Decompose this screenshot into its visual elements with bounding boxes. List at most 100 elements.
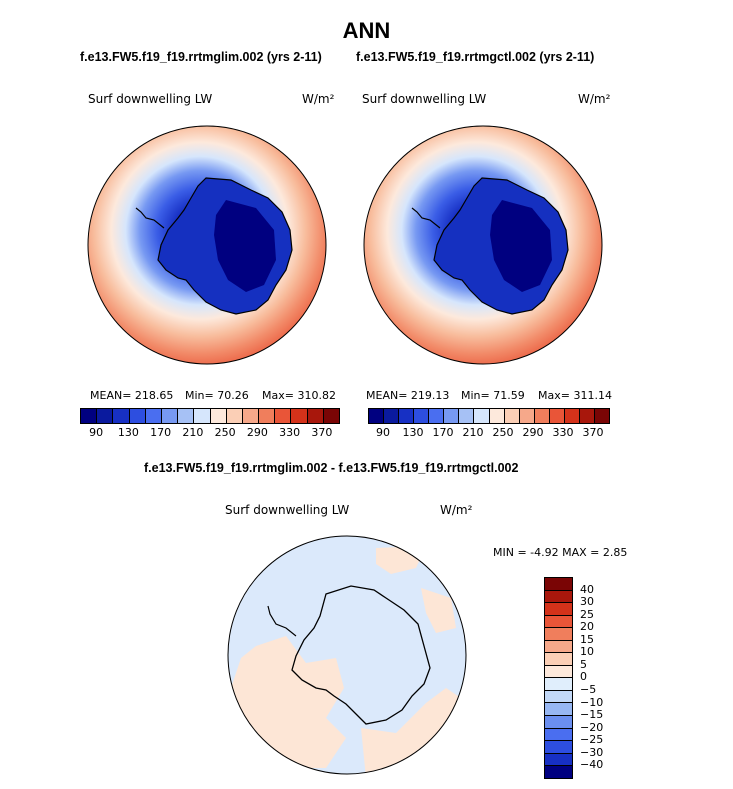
- diff-colorbar-swatch: [545, 590, 572, 604]
- diff-minmax: MIN = -4.92 MAX = 2.85: [493, 546, 628, 559]
- diff-colorbar-tick-label: 40: [580, 582, 594, 596]
- colorbar-swatch: [81, 409, 98, 423]
- colorbar-swatch: [444, 409, 460, 423]
- colorbar-swatch: [259, 409, 276, 423]
- diff-colorbar-tick-label: −30: [580, 745, 604, 759]
- diff-colorbar-swatch: [545, 628, 572, 641]
- diff-units: W/m²: [440, 503, 473, 517]
- colorbar-swatch: [519, 409, 535, 423]
- panel-2-colorbar-ticks: 90 130 170 210 250 290 330 370: [368, 426, 608, 440]
- colorbar-tick-label: 250: [492, 426, 514, 439]
- colorbar-swatch: [194, 409, 211, 423]
- colorbar-tick-label: 370: [311, 426, 333, 439]
- colorbar-tick-label: 250: [214, 426, 236, 439]
- diff-colorbar-tick-label: −15: [580, 708, 604, 722]
- diff-positive-region: [421, 588, 456, 633]
- diff-antarctica-outline: [291, 585, 431, 725]
- colorbar-tick-label: 330: [552, 426, 574, 439]
- colorbar-tick-label: 330: [279, 426, 301, 439]
- colorbar-tick-label: 130: [117, 426, 139, 439]
- panel-1-colorbar: [80, 408, 340, 424]
- panel-1-map: [87, 125, 327, 365]
- diff-colorbar-swatch: [545, 640, 572, 654]
- colorbar-tick-label: 210: [182, 426, 204, 439]
- diff-colorbar-tick-label: 15: [580, 632, 594, 646]
- diff-colorbar-swatch: [545, 716, 572, 729]
- panel-2-case-title: f.e13.FW5.f19_f19.rrtmgctl.002 (yrs 2-11…: [356, 50, 595, 64]
- diff-colorbar-swatch: [545, 603, 572, 616]
- colorbar-swatch: [594, 409, 609, 423]
- panel-1-colorbar-ticks: 90 130 170 210 250 290 330 370: [80, 426, 338, 440]
- panel-2-units: W/m²: [578, 92, 611, 106]
- diff-colorbar-tick-label: −20: [580, 720, 604, 734]
- colorbar-swatch: [429, 409, 445, 423]
- colorbar-swatch: [489, 409, 505, 423]
- panel-1-variable: Surf downwelling LW: [88, 92, 213, 106]
- diff-case-title: f.e13.FW5.f19_f19.rrtmglim.002 - f.e13.F…: [144, 461, 519, 475]
- colorbar-swatch: [275, 409, 292, 423]
- panel-1-peninsula: [135, 207, 165, 229]
- diff-map: [227, 535, 467, 775]
- panel-2-max: Max= 311.14: [538, 389, 612, 402]
- colorbar-swatch: [323, 409, 339, 423]
- diff-colorbar-swatch: [545, 703, 572, 717]
- colorbar-swatch: [564, 409, 580, 423]
- colorbar-swatch: [369, 409, 385, 423]
- colorbar-swatch: [504, 409, 520, 423]
- colorbar-swatch: [474, 409, 490, 423]
- colorbar-tick-label: 290: [246, 426, 268, 439]
- colorbar-swatch: [579, 409, 595, 423]
- diff-colorbar-tick-label: 5: [580, 657, 587, 671]
- colorbar-swatch: [145, 409, 162, 423]
- colorbar-swatch: [549, 409, 565, 423]
- colorbar-swatch: [97, 409, 114, 423]
- diff-colorbar-swatch: [545, 653, 572, 666]
- diff-colorbar-tick-label: 10: [580, 645, 594, 659]
- panel-2-plateau: [490, 200, 552, 292]
- colorbar-swatch: [129, 409, 146, 423]
- diff-colorbar-swatch: [545, 728, 572, 742]
- diff-colorbar-swatch: [545, 615, 572, 629]
- colorbar-tick-label: 90: [89, 426, 104, 439]
- diff-colorbar-tick-label: 30: [580, 595, 594, 609]
- diff-colorbar-tick-label: −10: [580, 695, 604, 709]
- colorbar-tick-label: 370: [582, 426, 604, 439]
- colorbar-swatch: [242, 409, 260, 423]
- colorbar-swatch: [161, 409, 179, 423]
- panel-2-colorbar: [368, 408, 610, 424]
- colorbar-swatch: [414, 409, 430, 423]
- figure-title: ANN: [342, 18, 391, 43]
- panel-1-min: Min= 70.26: [185, 389, 249, 402]
- diff-colorbar-swatch: [545, 578, 572, 591]
- diff-colorbar: [544, 577, 573, 779]
- colorbar-swatch: [210, 409, 227, 423]
- diff-colorbar-ticks: 40 30 25 20 15 10 5 0 −5 −10 −15 −20 −25 −30 −40: [580, 577, 640, 777]
- colorbar-tick-label: 290: [522, 426, 544, 439]
- panel-1-plateau: [214, 200, 276, 292]
- panel-1-mean: MEAN= 218.65: [90, 389, 174, 402]
- diff-peninsula: [267, 605, 297, 637]
- diff-colorbar-swatch: [545, 665, 572, 679]
- panel-1-case-title: f.e13.FW5.f19_f19.rrtmglim.002 (yrs 2-11…: [80, 50, 322, 64]
- diff-colorbar-swatch: [545, 753, 572, 767]
- diff-colorbar-tick-label: 25: [580, 607, 594, 621]
- colorbar-swatch: [178, 409, 195, 423]
- diff-colorbar-tick-label: 0: [580, 670, 587, 684]
- diff-colorbar-swatch: [545, 678, 572, 691]
- colorbar-swatch: [384, 409, 400, 423]
- diff-colorbar-swatch: [545, 690, 572, 704]
- diff-colorbar-tick-label: −40: [580, 758, 604, 772]
- colorbar-swatch: [534, 409, 550, 423]
- colorbar-tick-label: 170: [432, 426, 454, 439]
- colorbar-swatch: [307, 409, 324, 423]
- colorbar-tick-label: 170: [150, 426, 172, 439]
- panel-1-max: Max= 310.82: [262, 389, 336, 402]
- diff-positive-region: [231, 636, 346, 768]
- panel-1-units: W/m²: [302, 92, 335, 106]
- panel-2-variable: Surf downwelling LW: [362, 92, 487, 106]
- colorbar-swatch: [113, 409, 130, 423]
- colorbar-swatch: [459, 409, 475, 423]
- diff-variable: Surf downwelling LW: [225, 503, 350, 517]
- panel-2-mean: MEAN= 219.13: [366, 389, 450, 402]
- colorbar-tick-label: 90: [376, 426, 390, 439]
